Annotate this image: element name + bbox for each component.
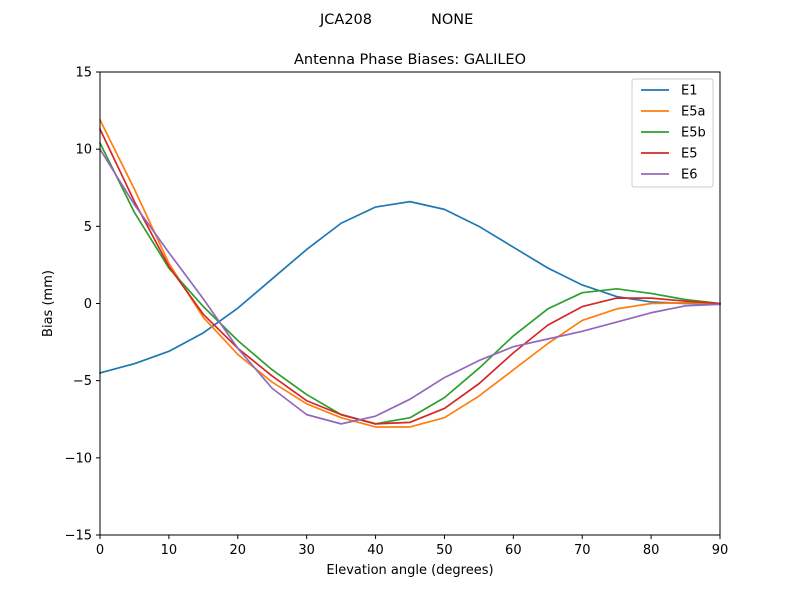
legend-label-e1: E1 <box>681 84 698 99</box>
plot-area <box>98 118 721 428</box>
series-line-e5a <box>98 118 721 428</box>
axes-frame <box>99 71 721 536</box>
x-tick-label: 40 <box>367 543 384 558</box>
series-line-e6 <box>98 147 721 425</box>
legend-box <box>631 78 714 188</box>
legend-label-e5a: E5a <box>681 105 705 120</box>
x-tick-label: 30 <box>298 543 315 558</box>
series-line-e5 <box>98 127 721 425</box>
chart-title: Antenna Phase Biases: GALILEO <box>294 52 526 68</box>
y-tick-label: −15 <box>65 529 92 544</box>
x-axis-label: Elevation angle (degrees) <box>326 563 493 578</box>
y-tick-label: −5 <box>73 374 92 389</box>
x-tick-label: 20 <box>230 543 247 558</box>
legend: E1 E5a E5b E5 E6 <box>631 78 714 188</box>
legend-label-e6: E6 <box>681 168 698 183</box>
figure-suptitle-right: NONE <box>431 12 473 28</box>
x-tick-label: 80 <box>643 543 660 558</box>
x-axis: 0 10 20 30 40 50 60 70 80 90 <box>96 535 728 558</box>
x-tick-label: 70 <box>574 543 591 558</box>
y-axis: −15 −10 −5 0 5 10 15 <box>65 66 100 544</box>
y-tick-label: −10 <box>65 451 92 466</box>
x-tick-label: 50 <box>436 543 453 558</box>
figure-suptitle-left: JCA208 <box>319 12 372 28</box>
y-axis-label: Bias (mm) <box>41 270 56 337</box>
y-tick-label: 10 <box>75 143 92 158</box>
legend-label-e5b: E5b <box>681 126 706 141</box>
y-tick-label: 5 <box>84 220 92 235</box>
y-tick-label: 15 <box>75 66 92 81</box>
x-tick-label: 10 <box>161 543 178 558</box>
x-tick-label: 0 <box>96 543 104 558</box>
x-tick-label: 90 <box>712 543 729 558</box>
legend-label-e5: E5 <box>681 147 698 162</box>
series-line-e5b <box>98 141 721 425</box>
series-line-e1 <box>98 200 721 374</box>
y-tick-label: 0 <box>84 297 92 312</box>
x-tick-label: 60 <box>505 543 522 558</box>
